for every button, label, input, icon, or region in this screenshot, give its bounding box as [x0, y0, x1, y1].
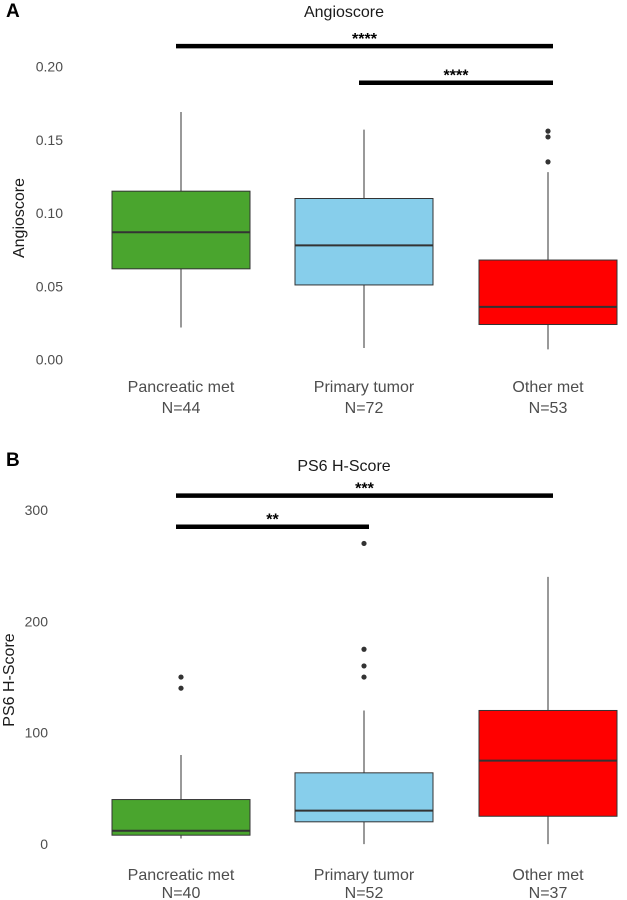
y-tick-label: 0.05 — [36, 278, 63, 294]
box-pancreatic-met — [111, 112, 251, 328]
outlier-point — [361, 540, 367, 547]
chart-title: Angioscore — [304, 4, 384, 21]
y-axis-label: PS6 H-Score — [1, 633, 18, 726]
box-primary-tumor — [294, 129, 434, 348]
x-category-label: Pancreatic met — [128, 379, 235, 396]
x-category-label: Other met — [512, 867, 584, 884]
y-tick-label: 0.00 — [36, 352, 63, 368]
box-other-met — [478, 128, 618, 350]
x-count-label: N=72 — [345, 400, 384, 417]
y-tick-label: 0.20 — [36, 59, 63, 75]
y-axis-label: Angioscore — [11, 178, 28, 258]
outlier-point — [361, 663, 367, 669]
x-count-label: N=44 — [162, 400, 201, 417]
significance-label: **** — [444, 68, 470, 85]
outlier-point — [178, 685, 184, 691]
iqr-box — [111, 190, 251, 270]
y-tick-label: 200 — [25, 613, 49, 629]
x-count-label: N=40 — [162, 885, 201, 900]
y-tick-label: 300 — [25, 502, 49, 518]
box-other-met — [478, 576, 618, 845]
y-tick-label: 0 — [40, 836, 48, 852]
chart-title: PS6 H-Score — [297, 458, 390, 475]
outlier-point — [178, 674, 184, 680]
y-tick-label: 0.15 — [36, 132, 63, 148]
x-category-label: Primary tumor — [314, 379, 415, 396]
significance-label: *** — [355, 481, 374, 498]
y-tick-label: 100 — [25, 725, 49, 741]
iqr-box — [478, 259, 618, 326]
significance-label: **** — [352, 31, 378, 48]
y-tick-label: 0.10 — [36, 205, 63, 221]
x-category-label: Other met — [512, 379, 584, 396]
outlier-point — [361, 646, 367, 652]
x-count-label: N=52 — [345, 885, 384, 900]
box-primary-tumor — [294, 540, 434, 845]
iqr-box — [111, 799, 251, 836]
outlier-point — [545, 128, 551, 134]
box-pancreatic-met — [111, 674, 251, 839]
outlier-point — [545, 159, 551, 165]
iqr-box — [294, 198, 434, 286]
x-category-label: Primary tumor — [314, 867, 415, 884]
x-count-label: N=37 — [529, 885, 568, 900]
panel-label: B — [6, 450, 20, 471]
panel-label: A — [6, 1, 20, 22]
iqr-box — [478, 709, 618, 817]
outlier-point — [545, 134, 551, 140]
outlier-point — [361, 674, 367, 680]
x-count-label: N=53 — [529, 400, 568, 417]
significance-label: ** — [266, 512, 279, 529]
x-category-label: Pancreatic met — [128, 867, 235, 884]
iqr-box — [294, 772, 434, 823]
